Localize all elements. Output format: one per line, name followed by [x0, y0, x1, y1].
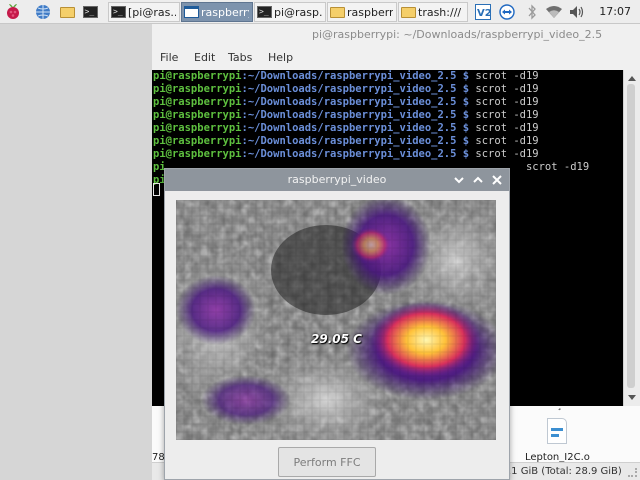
terminal-titlebar[interactable]: pi@raspberrypi: ~/Downloads/raspberrypi_… — [152, 24, 640, 46]
menu-help[interactable]: Help — [268, 51, 294, 64]
raspberry-menu-button[interactable] — [3, 2, 23, 22]
video-window-title: raspberrypi_video — [287, 173, 387, 186]
document-file-icon[interactable] — [547, 418, 567, 444]
terminal-title: pi@raspberrypi: ~/Downloads/raspberrypi_… — [312, 28, 603, 41]
temperature-readout: 29.05 C — [311, 332, 362, 346]
web-browser-icon — [36, 5, 50, 19]
menu-tabs[interactable]: Tabs — [228, 51, 253, 64]
terminal-launcher-button[interactable]: >_ — [80, 2, 100, 22]
volume-tray-button[interactable] — [568, 2, 586, 22]
task-label: raspberry... — [201, 5, 249, 19]
terminal-line: pi@raspberrypi:~/Downloads/raspberrypi_v… — [153, 135, 539, 147]
scrollbar-thumb[interactable] — [627, 84, 635, 388]
task-button-terminal-2[interactable]: >_ pi@rasp... — [254, 2, 326, 22]
file-manager-button[interactable] — [57, 2, 77, 22]
terminal-scrollbar[interactable] — [623, 70, 640, 406]
folder-icon — [401, 6, 416, 18]
terminal-line: pi@raspberrypi:~/Downloads/raspberrypi_v… — [153, 83, 539, 95]
maximize-icon[interactable] — [470, 172, 486, 188]
scroll-down-icon[interactable] — [628, 395, 636, 400]
menu-edit[interactable]: Edit — [194, 51, 216, 64]
terminal-menubar: File Edit Tabs Help — [152, 46, 640, 70]
bluetooth-icon — [528, 4, 536, 20]
svg-text:V2: V2 — [477, 8, 491, 19]
task-button-folder[interactable]: raspberr... — [327, 2, 397, 22]
vnc-tray-button[interactable]: V2 — [474, 2, 492, 22]
folder-icon — [330, 6, 345, 18]
minimize-icon[interactable] — [451, 172, 467, 188]
terminal-line: pi@raspberrypi:~/Downloads/raspberrypi_v… — [153, 148, 539, 160]
task-button-terminal-1[interactable]: >_ [pi@ras... — [108, 2, 180, 22]
bluetooth-tray-button[interactable] — [525, 2, 539, 22]
terminal-line: pi@raspberrypi:~/Downloads/raspberrypi_v… — [153, 122, 539, 134]
task-label: trash:/// — [418, 5, 462, 19]
video-window: raspberrypi_video — [164, 168, 510, 480]
terminal-line: pi@raspberrypi:~/Downloads/raspberrypi_v… — [153, 109, 539, 121]
clock[interactable]: 17:07 — [599, 5, 631, 18]
task-button-video[interactable]: raspberry... — [181, 2, 253, 22]
perform-ffc-button[interactable]: Perform FFC — [278, 447, 376, 477]
raspberry-menu-icon — [7, 4, 19, 19]
terminal-line: pi scrot -d19 — [153, 161, 590, 173]
task-button-trash[interactable]: trash:/// — [398, 2, 468, 22]
scroll-up-icon[interactable] — [628, 76, 636, 81]
top-panel: >_ >_ [pi@ras... raspberry... >_ pi@rasp… — [0, 0, 640, 24]
wifi-tray-button[interactable] — [544, 2, 564, 22]
task-label: [pi@ras... — [128, 5, 176, 19]
file-label[interactable]: Lepton_I2C.o — [525, 452, 590, 463]
thermal-image: 29.05 C — [176, 200, 496, 440]
vnc-icon: V2 — [475, 4, 491, 20]
teamviewer-icon — [499, 4, 515, 20]
disk-usage-text: .1 GiB (Total: 28.9 GiB) — [508, 466, 622, 477]
file-label-fragment: 78 — [152, 452, 165, 463]
file-fragment-mark: ¸ — [557, 400, 562, 411]
terminal-line: pi@raspberrypi:~/Downloads/raspberrypi_v… — [153, 96, 539, 108]
video-titlebar[interactable]: raspberrypi_video — [165, 169, 509, 191]
menu-file[interactable]: File — [160, 51, 179, 64]
volume-icon — [570, 6, 584, 18]
terminal-icon: >_ — [82, 6, 98, 18]
resize-grip-icon[interactable] — [628, 468, 637, 477]
window-icon — [184, 6, 199, 18]
teamviewer-tray-button[interactable] — [498, 2, 516, 22]
terminal-icon: >_ — [111, 6, 126, 18]
terminal-icon: >_ — [257, 6, 272, 18]
terminal-line: pi@raspberrypi:~/Downloads/raspberrypi_v… — [153, 70, 539, 82]
task-label: raspberr... — [347, 5, 393, 19]
task-label: pi@rasp... — [274, 5, 322, 19]
file-manager-icon — [59, 6, 75, 18]
terminal-cursor — [153, 183, 160, 196]
close-icon[interactable] — [489, 172, 505, 188]
wifi-icon — [546, 6, 562, 18]
web-browser-button[interactable] — [33, 2, 53, 22]
